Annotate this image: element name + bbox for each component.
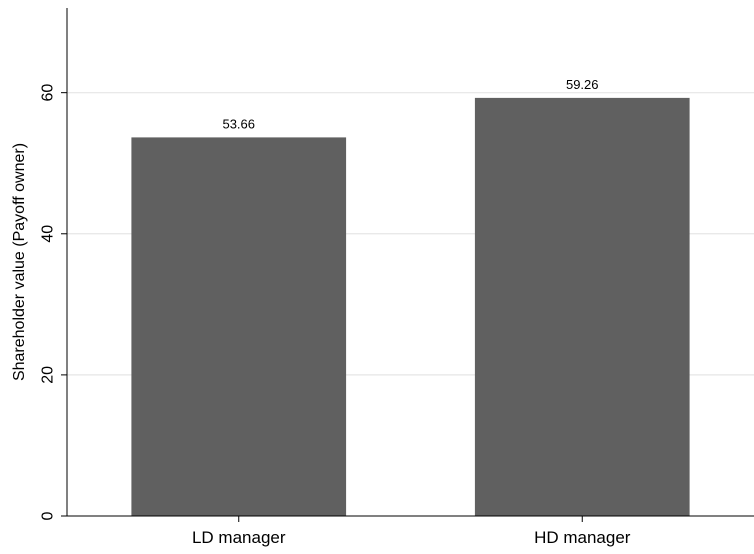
y-tick-label: 60	[40, 84, 57, 102]
bar-value-label: 53.66	[222, 116, 255, 131]
y-tick-label: 20	[40, 366, 57, 384]
bar-value-label: 59.26	[566, 77, 599, 92]
x-tick-label: LD manager	[192, 528, 286, 547]
bars	[131, 97, 690, 516]
x-ticks: LD manager HD manager	[192, 516, 631, 547]
x-tick-label: HD manager	[534, 528, 631, 547]
bar	[131, 137, 347, 516]
data-labels: 53.66 59.26	[222, 77, 598, 132]
y-tick-label: 40	[40, 225, 57, 243]
bar	[474, 97, 690, 516]
y-tick-label: 0	[40, 511, 57, 520]
y-ticks: 0 20 40 60	[40, 84, 67, 520]
y-axis-title: Shareholder value (Payoff owner)	[11, 143, 28, 381]
